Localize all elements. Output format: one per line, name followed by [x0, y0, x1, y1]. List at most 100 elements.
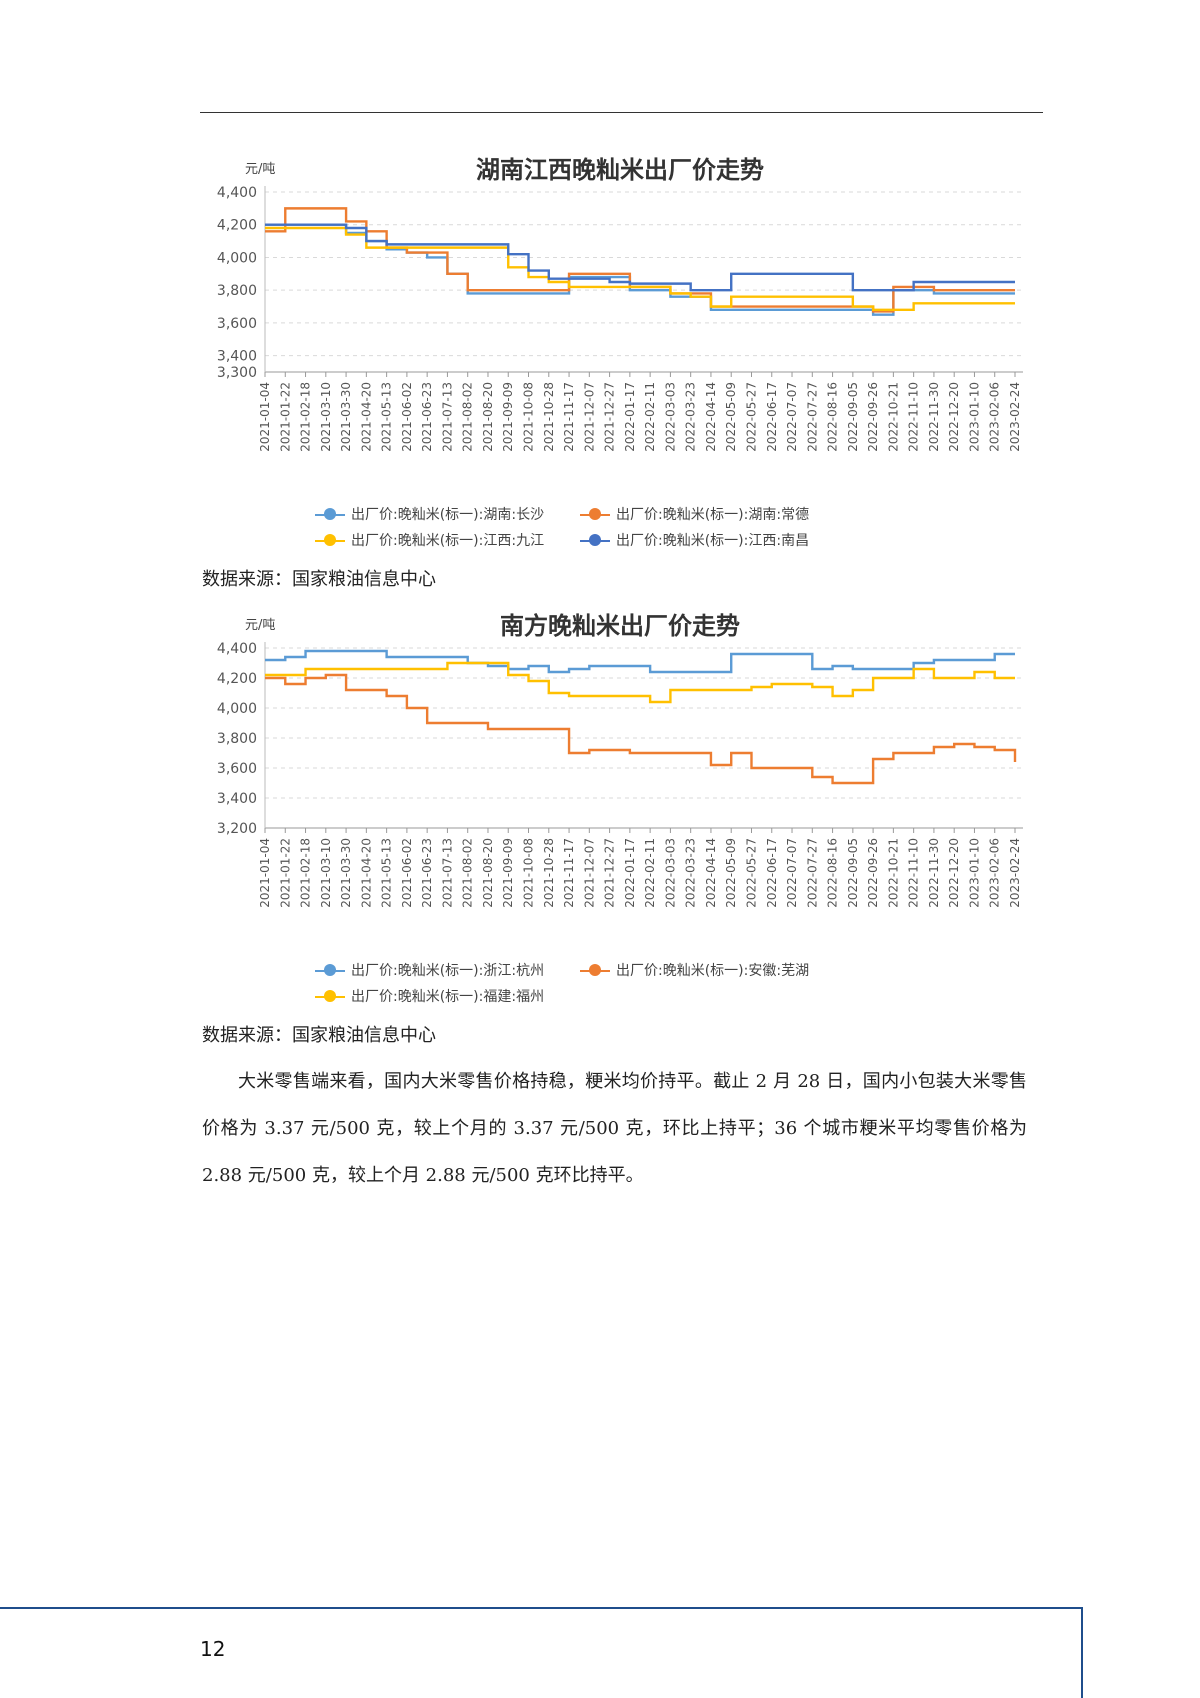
x-tick-label: 2023-01-10	[967, 838, 981, 908]
x-tick-label: 2022-09-26	[866, 382, 880, 452]
legend-label: 出厂价:晚籼米(标一):江西:南昌	[616, 533, 810, 549]
legend-swatch	[580, 964, 610, 976]
x-tick-label: 2022-03-03	[663, 382, 677, 452]
chart-legend: 出厂价:晚籼米(标一):湖南:长沙 出厂价:晚籼米(标一):湖南:常德 出厂价:晚籼…	[205, 500, 1035, 550]
legend-swatch	[580, 508, 610, 520]
x-tick-label: 2022-07-07	[785, 382, 799, 452]
x-tick-label: 2021-09-09	[501, 838, 515, 908]
body-paragraph: 大米零售端来看，国内大米零售价格持稳，粳米均价持平。截止 2 月 28 日，国内…	[202, 1058, 1027, 1199]
x-tick-label: 2023-02-24	[1008, 382, 1022, 452]
legend-marker-icon	[324, 990, 336, 1002]
source-note: 数据来源：国家粮油信息中心	[202, 569, 436, 590]
paragraph-text: 大米零售端来看，国内大米零售价格持稳，粳米均价持平。截止 2 月 28 日，国内…	[202, 1071, 1027, 1186]
x-tick-label: 2021-02-18	[299, 838, 313, 908]
x-tick-label: 2021-06-02	[400, 838, 414, 908]
x-tick-label: 2022-12-20	[947, 382, 961, 452]
x-tick-label: 2023-02-06	[988, 838, 1002, 908]
x-tick-label: 2022-11-30	[927, 838, 941, 908]
x-tick-label: 2021-09-09	[501, 382, 515, 452]
x-tick-label: 2022-08-16	[826, 838, 840, 908]
x-tick-label: 2022-06-17	[765, 838, 779, 908]
x-tick-label: 2021-07-13	[440, 838, 454, 908]
x-tick-label: 2022-07-27	[805, 382, 819, 452]
x-tick-label: 2022-07-27	[805, 838, 819, 908]
series-line	[265, 661, 1015, 704]
x-tick-label: 2021-10-08	[522, 382, 536, 452]
legend-item[interactable]: 出厂价:晚籼米(标一):湖南:常德	[580, 504, 809, 524]
y-tick-label: 3,400	[217, 791, 257, 807]
x-tick-label: 2021-05-13	[380, 838, 394, 908]
legend-item[interactable]: 出厂价:晚籼米(标一):福建:福州	[315, 986, 544, 1006]
y-unit-label: 元/吨	[245, 618, 276, 633]
x-tick-label: 2021-01-04	[258, 838, 272, 908]
x-tick-label: 2021-10-08	[522, 838, 536, 908]
x-tick-label: 2021-05-13	[380, 382, 394, 452]
x-tick-label: 2022-04-14	[704, 838, 718, 908]
x-tick-label: 2021-06-23	[420, 382, 434, 452]
x-tick-label: 2022-03-03	[663, 838, 677, 908]
y-tick-label: 3,300	[217, 365, 257, 381]
x-tick-label: 2021-08-02	[461, 382, 475, 452]
x-tick-label: 2022-06-17	[765, 382, 779, 452]
legend-label: 出厂价:晚籼米(标一):湖南:长沙	[351, 507, 545, 523]
y-tick-label: 3,200	[217, 821, 257, 837]
legend-label: 出厂价:晚籼米(标一):福建:福州	[351, 989, 545, 1005]
x-tick-label: 2022-11-30	[927, 382, 941, 452]
series-line	[265, 223, 1015, 316]
legend-marker-icon	[324, 964, 336, 976]
x-tick-label: 2021-11-17	[562, 382, 576, 452]
x-tick-label: 2022-02-11	[643, 382, 657, 452]
legend-label: 出厂价:晚籼米(标一):江西:九江	[351, 533, 545, 549]
y-tick-label: 3,400	[217, 349, 257, 365]
y-tick-label: 3,600	[217, 761, 257, 777]
x-tick-label: 2022-11-10	[907, 382, 921, 452]
legend-swatch	[315, 534, 345, 546]
chart-title: 湖南江西晚籼米出厂价走势	[476, 156, 764, 184]
legend-swatch	[315, 508, 345, 520]
series-line	[265, 673, 1017, 785]
legend-item[interactable]: 出厂价:晚籼米(标一):湖南:长沙	[315, 504, 544, 524]
legend-marker-icon	[589, 964, 601, 976]
x-tick-label: 2023-01-10	[967, 382, 981, 452]
x-tick-label: 2021-03-10	[319, 838, 333, 908]
legend-marker-icon	[589, 508, 601, 520]
legend-item[interactable]: 出厂价:晚籼米(标一):浙江:杭州	[315, 960, 544, 980]
chart-title: 南方晚籼米出厂价走势	[500, 612, 740, 640]
x-tick-label: 2022-07-07	[785, 838, 799, 908]
chart-southern: 南方晚籼米出厂价走势 元/吨 3,200 3,400 3,600 3,800 4,000…	[205, 596, 1035, 1006]
legend-item[interactable]: 出厂价:晚籼米(标一):江西:九江	[315, 530, 544, 550]
x-tick-label: 2023-02-06	[988, 382, 1002, 452]
legend-swatch	[580, 534, 610, 546]
x-tick-label: 2021-12-27	[603, 382, 617, 452]
y-tick-label: 3,600	[217, 316, 257, 332]
x-tick-label: 2021-11-17	[562, 838, 576, 908]
x-tick-label: 2021-12-07	[582, 382, 596, 452]
y-tick-label: 4,000	[217, 250, 257, 266]
x-tick-label: 2021-06-23	[420, 838, 434, 908]
x-tick-label: 2022-04-14	[704, 382, 718, 452]
legend-item[interactable]: 出厂价:晚籼米(标一):江西:南昌	[580, 530, 809, 550]
x-tick-label: 2021-03-10	[319, 382, 333, 452]
legend-marker-icon	[324, 508, 336, 520]
y-unit-label: 元/吨	[245, 162, 276, 177]
x-tick-label: 2022-05-09	[724, 382, 738, 452]
x-tick-label: 2021-02-18	[299, 382, 313, 452]
x-tick-label: 2022-01-17	[623, 838, 637, 908]
x-tick-label: 2022-11-10	[907, 838, 921, 908]
legend-item[interactable]: 出厂价:晚籼米(标一):安徽:芜湖	[580, 960, 809, 980]
y-tick-label: 4,200	[217, 218, 257, 234]
x-tick-label: 2021-01-22	[278, 838, 292, 908]
x-tick-label: 2022-01-17	[623, 382, 637, 452]
legend-label: 出厂价:晚籼米(标一):湖南:常德	[616, 507, 810, 523]
series-line	[265, 207, 1015, 313]
x-tick-label: 2021-04-20	[359, 838, 373, 908]
header-rule	[200, 112, 1043, 113]
y-tick-label: 3,800	[217, 283, 257, 299]
x-tick-label: 2022-09-26	[866, 838, 880, 908]
footer-frame	[0, 1607, 1083, 1698]
legend-label: 出厂价:晚籼米(标一):浙江:杭州	[351, 963, 545, 979]
legend-swatch	[315, 964, 345, 976]
y-tick-label: 4,400	[217, 185, 257, 201]
y-tick-label: 3,800	[217, 731, 257, 747]
